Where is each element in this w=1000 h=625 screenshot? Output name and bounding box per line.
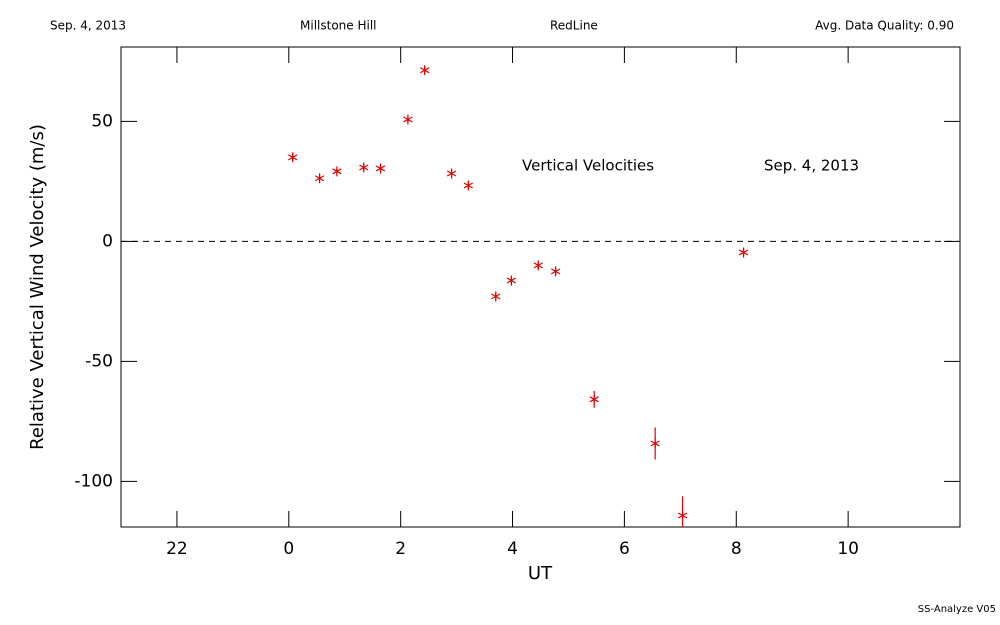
marker — [589, 394, 599, 405]
marker — [420, 65, 430, 76]
marker — [491, 291, 501, 302]
marker — [446, 168, 457, 179]
marker — [403, 114, 413, 125]
plot-frame — [120, 46, 961, 528]
y-tick-label: 0 — [102, 231, 113, 251]
plot-title: Vertical Velocities — [522, 157, 654, 175]
x-tick-label: 10 — [837, 539, 859, 559]
x-tick-label: 6 — [619, 539, 630, 559]
annotation: Sep. 4, 2013 — [764, 157, 859, 175]
y-tick-label: -100 — [74, 471, 113, 491]
x-tick-label: 22 — [166, 539, 188, 559]
marker — [550, 266, 561, 277]
y-tick-label: 50 — [91, 111, 113, 131]
x-axis-label: UT — [528, 563, 553, 584]
marker — [375, 163, 386, 174]
x-tick-label: 0 — [283, 539, 294, 559]
footer: SS-Analyze V05 — [918, 604, 996, 615]
header-site: Millstone Hill — [300, 19, 376, 33]
marker — [506, 275, 517, 286]
header-quality: Avg. Data Quality: 0.90 — [815, 19, 954, 33]
marker — [359, 162, 369, 173]
header-line: RedLine — [550, 19, 598, 33]
marker — [533, 260, 543, 271]
x-tick-label: 8 — [731, 539, 742, 559]
marker — [650, 438, 660, 449]
marker — [314, 173, 325, 184]
marker — [332, 166, 342, 177]
marker — [463, 180, 473, 191]
header-date: Sep. 4, 2013 — [50, 19, 126, 33]
y-axis-label: Relative Vertical Wind Velocity (m/s) — [27, 124, 48, 450]
x-tick-label: 4 — [507, 539, 518, 559]
marker — [738, 247, 749, 258]
y-tick-label: -50 — [85, 351, 113, 371]
x-tick-label: 2 — [395, 539, 406, 559]
marker — [288, 152, 298, 163]
marker — [677, 510, 688, 521]
